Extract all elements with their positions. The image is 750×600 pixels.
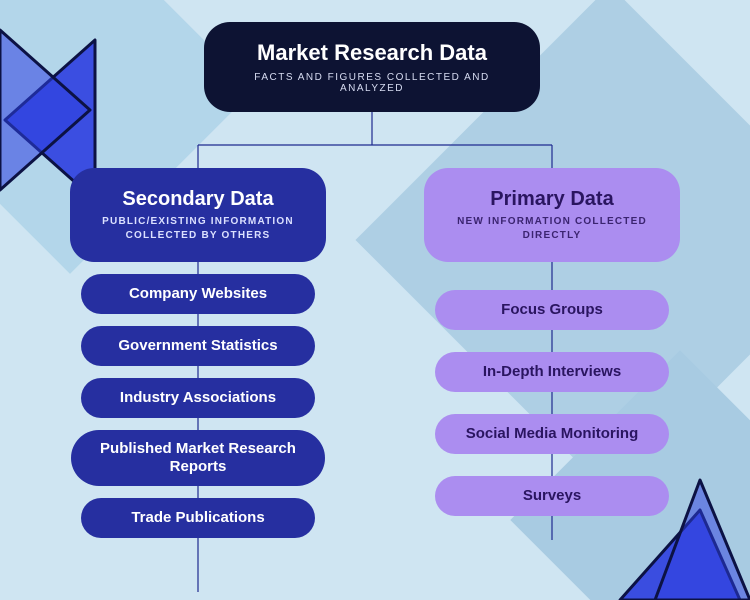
diagram-canvas: Market Research Data FACTS AND FIGURES C… [0,0,750,600]
leaf-node-secondary-3: Published Market Research Reports [71,430,325,486]
branch-subtitle: NEW INFORMATION COLLECTED DIRECTLY [442,215,662,242]
leaf-node-secondary-0: Company Websites [81,274,315,314]
branch-subtitle: PUBLIC/EXISTING INFORMATION COLLECTED BY… [88,215,308,242]
leaf-node-primary-3: Surveys [435,476,669,516]
leaf-node-secondary-2: Industry Associations [81,378,315,418]
leaf-node-primary-0: Focus Groups [435,290,669,330]
branch-node-secondary: Secondary Data PUBLIC/EXISTING INFORMATIO… [70,168,326,262]
leaf-node-primary-2: Social Media Monitoring [435,414,669,454]
branch-node-primary: Primary Data NEW INFORMATION COLLECTED DI… [424,168,680,262]
branch-title: Primary Data [490,188,613,211]
leaf-node-secondary-4: Trade Publications [81,498,315,538]
leaf-node-primary-1: In-Depth Interviews [435,352,669,392]
branch-title: Secondary Data [122,188,273,211]
leaf-node-secondary-1: Government Statistics [81,326,315,366]
